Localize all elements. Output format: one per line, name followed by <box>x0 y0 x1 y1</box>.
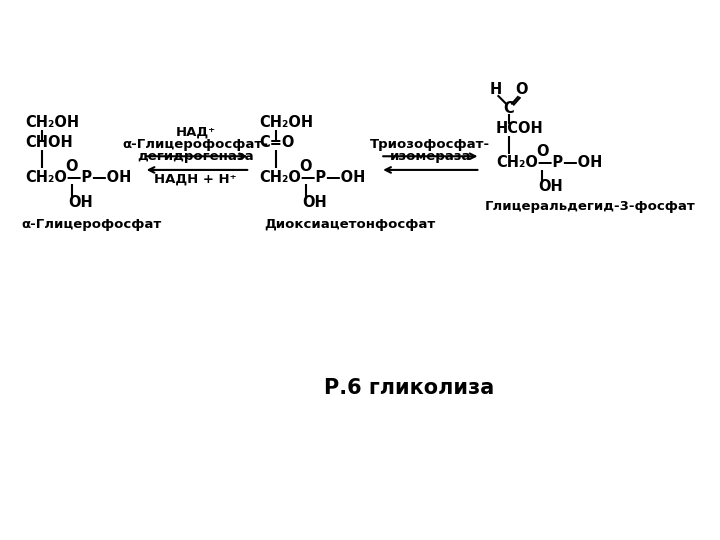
Text: НАД⁺: НАД⁺ <box>176 125 216 138</box>
Text: O: O <box>515 83 528 97</box>
Text: CHOH: CHOH <box>25 135 73 150</box>
Text: O: O <box>66 159 78 174</box>
Text: OH: OH <box>539 179 563 194</box>
Text: НАДН + Н⁺: НАДН + Н⁺ <box>154 172 237 186</box>
Text: дегидрогеназа: дегидрогеназа <box>138 150 254 163</box>
Text: CH₂O—P—OH: CH₂O—P—OH <box>259 170 366 185</box>
Text: Диоксиацетонфосфат: Диоксиацетонфосфат <box>265 218 436 231</box>
Text: CH₂O—P—OH: CH₂O—P—OH <box>25 170 132 185</box>
Text: Р.6 гликолиза: Р.6 гликолиза <box>324 379 495 399</box>
Text: Глицеральдегид-3-фосфат: Глицеральдегид-3-фосфат <box>485 200 696 213</box>
Text: C=O: C=O <box>259 135 294 150</box>
Text: CH₂OH: CH₂OH <box>25 115 80 130</box>
Text: O: O <box>300 159 312 174</box>
Text: H: H <box>490 83 502 97</box>
Text: O: O <box>536 144 549 159</box>
Text: HCOH: HCOH <box>496 122 544 137</box>
Text: OH: OH <box>302 195 327 210</box>
Text: изомераза: изомераза <box>390 150 471 163</box>
Text: CH₂O—P—OH: CH₂O—P—OH <box>496 155 602 170</box>
Text: Триозофосфат-: Триозофосфат- <box>370 138 490 151</box>
Text: C: C <box>503 100 514 116</box>
Text: α-Глицерофосфат: α-Глицерофосфат <box>22 218 162 231</box>
Text: CH₂OH: CH₂OH <box>259 115 313 130</box>
Text: α-Глицерофосфат-: α-Глицерофосфат- <box>122 138 269 151</box>
Text: OH: OH <box>68 195 93 210</box>
